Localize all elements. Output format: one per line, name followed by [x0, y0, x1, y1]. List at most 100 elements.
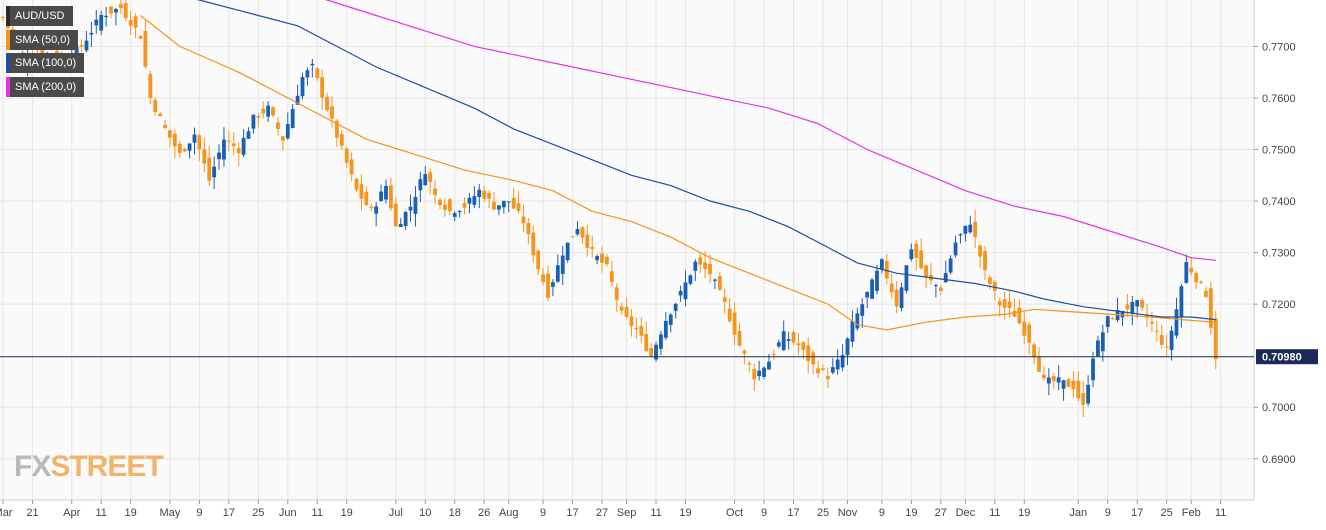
- legend-item-sma50[interactable]: SMA (50,0): [6, 29, 84, 50]
- candle-body: [1154, 330, 1159, 332]
- candle-body: [698, 257, 703, 265]
- x-tick-label: 25: [817, 507, 829, 519]
- candle-body: [1002, 299, 1007, 308]
- x-tick-label: 11: [95, 507, 106, 519]
- candle-body: [624, 306, 629, 317]
- candle-body: [305, 70, 310, 78]
- candle-body: [99, 15, 104, 31]
- candle-body: [1, 17, 5, 19]
- candle-body: [727, 308, 732, 322]
- candle-body: [334, 120, 339, 138]
- candle-body: [261, 108, 266, 114]
- candle-body: [40, 45, 45, 55]
- candle-body: [551, 282, 555, 287]
- candle-body: [467, 197, 472, 204]
- candle-body: [541, 274, 545, 282]
- candle-body: [74, 46, 79, 57]
- candle-body: [266, 105, 271, 117]
- candle-body: [924, 265, 928, 277]
- candle-body: [1071, 380, 1076, 390]
- candle-body: [202, 149, 207, 164]
- logo-fx-text: FX: [14, 450, 51, 483]
- candle-body: [1184, 262, 1189, 283]
- candle-body: [207, 157, 212, 181]
- sma-200-line: [325, 0, 1216, 261]
- candle-body: [600, 253, 604, 263]
- candle-body: [177, 143, 182, 153]
- candle-body: [668, 314, 673, 325]
- x-tick-label: Jul: [389, 507, 403, 519]
- candle-body: [226, 140, 231, 142]
- candle-body: [825, 375, 830, 380]
- candle-body: [988, 277, 992, 284]
- x-tick-label: 11: [1215, 507, 1226, 519]
- candle-body: [703, 262, 708, 270]
- candle-body: [889, 283, 894, 293]
- x-tick-label: 11: [989, 507, 1000, 519]
- candle-body: [649, 347, 654, 356]
- candle-body: [452, 213, 457, 217]
- candle-body: [1213, 318, 1218, 360]
- candle-body: [683, 282, 688, 300]
- x-tick-label: Oct: [726, 507, 743, 519]
- x-tick-label: Aug: [499, 507, 519, 519]
- legend-label: AUD/USD: [10, 6, 73, 26]
- candle-body: [978, 245, 982, 257]
- candle-body: [79, 45, 84, 47]
- candle-body: [938, 287, 943, 291]
- legend-item-sma200[interactable]: SMA (200,0): [6, 77, 85, 98]
- candle-body: [713, 279, 717, 281]
- candle-body: [403, 212, 408, 227]
- x-tick-label: 9: [196, 507, 202, 519]
- candle-body: [904, 265, 909, 291]
- candle-body: [1051, 376, 1056, 382]
- candle-body: [241, 137, 246, 155]
- candle-body: [1150, 321, 1154, 324]
- candle-body: [1105, 316, 1110, 327]
- fxstreet-logo: FXSTREET: [14, 450, 164, 484]
- candle-body: [511, 197, 516, 209]
- candle-body: [408, 206, 413, 211]
- candle-body: [315, 68, 320, 79]
- candle-body: [1100, 332, 1105, 352]
- legend-item-audusd[interactable]: AUD/USD: [6, 6, 84, 26]
- x-tick-label: 17: [1131, 507, 1143, 519]
- candle-body: [663, 320, 668, 338]
- candle-body: [1199, 281, 1203, 283]
- candle-body: [413, 196, 418, 214]
- candle-body: [472, 196, 477, 205]
- candle-body: [830, 367, 835, 373]
- candle-body: [1096, 340, 1100, 357]
- x-tick-label: 17: [566, 507, 578, 519]
- candle-body: [438, 199, 442, 206]
- current-price-label: 0.70980: [1262, 352, 1302, 364]
- candle-body: [521, 216, 526, 224]
- candle-body: [1012, 310, 1017, 317]
- candle-body: [320, 77, 325, 98]
- x-tick-label: Dec: [956, 507, 976, 519]
- x-tick-label: Nov: [838, 507, 858, 519]
- candle-body: [374, 206, 379, 214]
- candle-body: [477, 189, 482, 197]
- candle-body: [997, 301, 1002, 306]
- candle-body: [958, 234, 963, 236]
- candle-body: [894, 289, 899, 307]
- x-tick-label: 10: [419, 507, 431, 519]
- candle-body: [388, 185, 393, 209]
- candle-body: [1081, 393, 1086, 405]
- candle-body: [256, 116, 261, 118]
- x-tick-label: Feb: [1182, 507, 1201, 519]
- candle-body: [163, 124, 167, 128]
- candle-body: [1169, 330, 1174, 350]
- candle-body: [123, 3, 128, 18]
- candle-body: [722, 297, 727, 302]
- candle-body: [138, 36, 143, 39]
- candle-body: [811, 352, 816, 365]
- candle-body: [153, 100, 158, 112]
- x-tick-label: 26: [478, 507, 490, 519]
- legend-item-sma100[interactable]: SMA (100,0): [6, 53, 85, 74]
- candle-body: [992, 281, 997, 291]
- candle-body: [708, 263, 712, 275]
- chart-legend: AUD/USD SMA (50,0) SMA (100,0) SMA (200,…: [6, 6, 85, 101]
